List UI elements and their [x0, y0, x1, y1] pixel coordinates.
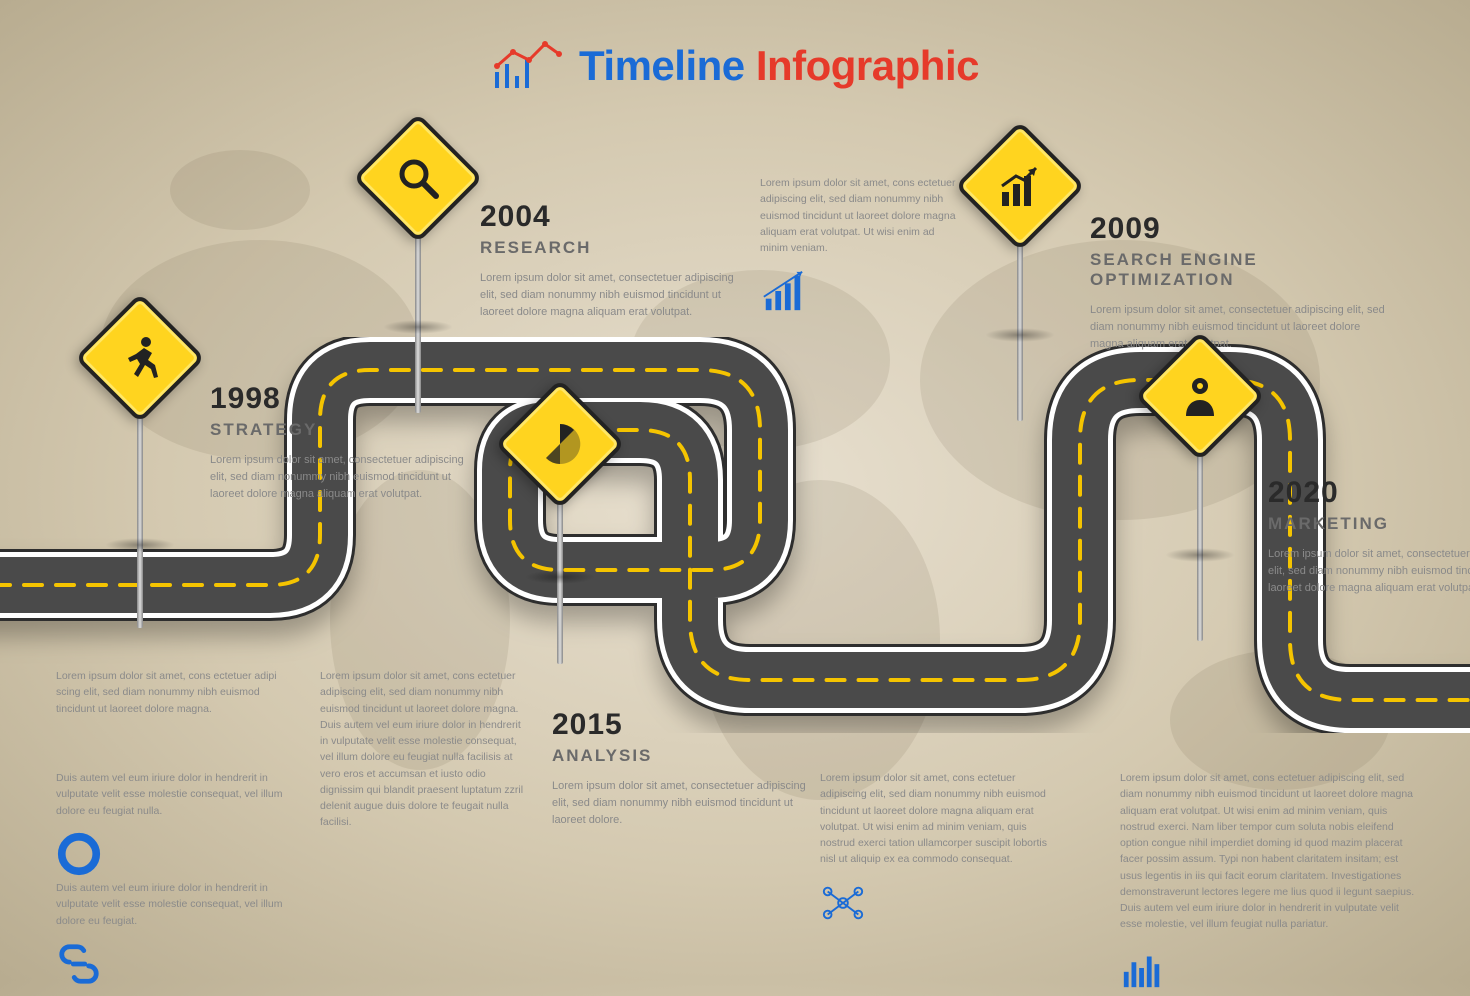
sign-shadow — [105, 538, 175, 552]
milestone-year: 2009 — [1090, 212, 1390, 246]
milestone-strategy: 1998 STRATEGY Lorem ipsum dolor sit amet… — [210, 382, 470, 503]
milestone-year: 2004 — [480, 200, 740, 234]
bar-chart-flat-icon — [1120, 945, 1166, 991]
filler-f2: Duis autem vel eum iriure dolor in hendr… — [56, 770, 286, 882]
sign-shadow — [383, 320, 453, 334]
sign-pole — [1197, 446, 1203, 641]
milestone-title: ANALYSIS — [552, 746, 812, 766]
milestone-body: Lorem ipsum dolor sit amet, consectetuer… — [480, 270, 740, 321]
milestone-title: MARKETING — [1268, 514, 1470, 534]
filler-text: Lorem ipsum dolor sit amet, cons ectetue… — [56, 668, 286, 717]
milestone-body: Lorem ipsum dolor sit amet, consectetuer… — [210, 452, 470, 503]
milestone-year: 2020 — [1268, 476, 1470, 510]
milestone-research: 2004 RESEARCH Lorem ipsum dolor sit amet… — [480, 200, 740, 321]
title-word-1: Timeline — [579, 42, 745, 89]
milestone-year: 1998 — [210, 382, 470, 416]
filler-text: Lorem ipsum dolor sit amet, cons ectetue… — [760, 175, 960, 256]
magnifier-icon — [394, 154, 442, 202]
page-title: Timeline Infographic — [579, 42, 979, 90]
people-network-icon — [820, 880, 866, 926]
milestone-body: Lorem ipsum dolor sit amet, consectetuer… — [552, 778, 812, 829]
milestone-seo: 2009 SEARCH ENGINE OPTIMIZATION Lorem ip… — [1090, 212, 1390, 353]
pie-chart-icon — [536, 420, 584, 468]
milestone-title: STRATEGY — [210, 420, 470, 440]
bar-chart-up-icon — [760, 268, 806, 314]
sign-shadow — [525, 570, 595, 584]
growth-bars-icon — [996, 162, 1044, 210]
running-person-icon — [116, 334, 164, 382]
filler-f6: Lorem ipsum dolor sit amet, cons ectetue… — [820, 770, 1050, 931]
sign-shadow — [985, 328, 1055, 342]
filler-f1: Lorem ipsum dolor sit amet, cons ectetue… — [56, 668, 286, 717]
milestone-title: SEARCH ENGINE OPTIMIZATION — [1090, 250, 1390, 290]
sign-pole — [137, 408, 143, 628]
milestone-analysis: 2015 ANALYSIS Lorem ipsum dolor sit amet… — [552, 708, 812, 829]
filler-f5: Lorem ipsum dolor sit amet, cons ectetue… — [760, 175, 960, 319]
header: Timeline Infographic — [0, 38, 1470, 94]
filler-f4: Lorem ipsum dolor sit amet, cons ectetue… — [320, 668, 530, 831]
chart-line-bars-icon — [491, 38, 563, 94]
milestone-body: Lorem ipsum dolor sit amet, consectetuer… — [1090, 302, 1390, 353]
filler-text: Duis autem vel eum iriure dolor in hendr… — [56, 880, 286, 929]
milestone-title: RESEARCH — [480, 238, 740, 258]
filler-text: Lorem ipsum dolor sit amet, cons ectetue… — [1120, 770, 1420, 933]
target-person-icon — [1176, 372, 1224, 420]
sign-shadow — [1165, 548, 1235, 562]
donut-chart-icon — [56, 831, 102, 877]
filler-text: Duis autem vel eum iriure dolor in hendr… — [56, 770, 286, 819]
title-word-2: Infographic — [756, 42, 979, 89]
filler-f3: Duis autem vel eum iriure dolor in hendr… — [56, 880, 286, 992]
filler-f7: Lorem ipsum dolor sit amet, cons ectetue… — [1120, 770, 1420, 996]
milestone-body: Lorem ipsum dolor sit amet, consectetuer… — [1268, 546, 1470, 597]
milestone-marketing: 2020 MARKETING Lorem ipsum dolor sit ame… — [1268, 476, 1470, 597]
filler-text: Lorem ipsum dolor sit amet, cons ectetue… — [820, 770, 1050, 868]
milestone-year: 2015 — [552, 708, 812, 742]
filler-text: Lorem ipsum dolor sit amet, cons ectetue… — [320, 668, 530, 831]
